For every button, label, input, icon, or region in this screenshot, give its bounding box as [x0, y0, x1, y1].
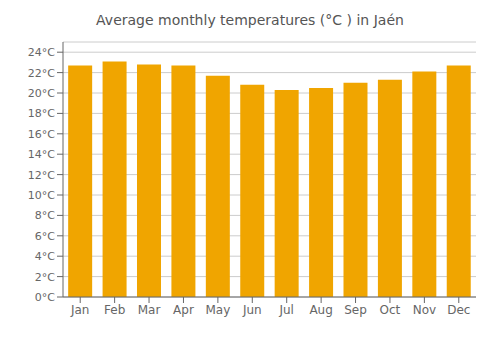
svg-text:May: May [205, 303, 230, 317]
svg-text:22°C: 22°C [28, 67, 55, 80]
svg-text:Feb: Feb [104, 303, 125, 317]
svg-text:14°C: 14°C [28, 148, 55, 161]
svg-text:Aug: Aug [309, 303, 332, 317]
svg-text:18°C: 18°C [28, 107, 55, 120]
html-text:Average monthly temperatures (: Average monthly temperatures (°C ) in Ja… [96, 12, 404, 28]
svg-text:Nov: Nov [413, 303, 436, 317]
svg-text:Sep: Sep [344, 303, 367, 317]
svg-text:10°C: 10°C [28, 189, 55, 202]
svg-text:24°C: 24°C [28, 46, 55, 59]
svg-text:Dec: Dec [447, 303, 470, 317]
svg-text:0°C: 0°C [35, 291, 55, 304]
svg-text:Jan: Jan [70, 303, 90, 317]
svg-text:Jun: Jun [242, 303, 262, 317]
svg-text:Oct: Oct [380, 303, 401, 317]
svg-text:12°C: 12°C [28, 169, 55, 182]
svg-text:Mar: Mar [138, 303, 161, 317]
svg-text:16°C: 16°C [28, 128, 55, 141]
svg-text:6°C: 6°C [35, 230, 55, 243]
svg-text:Jul: Jul [278, 303, 293, 317]
svg-text:8°C: 8°C [35, 209, 55, 222]
svg-text:4°C: 4°C [35, 250, 55, 263]
svg-text:20°C: 20°C [28, 87, 55, 100]
svg-text:2°C: 2°C [35, 271, 55, 284]
svg-text:Apr: Apr [173, 303, 194, 317]
